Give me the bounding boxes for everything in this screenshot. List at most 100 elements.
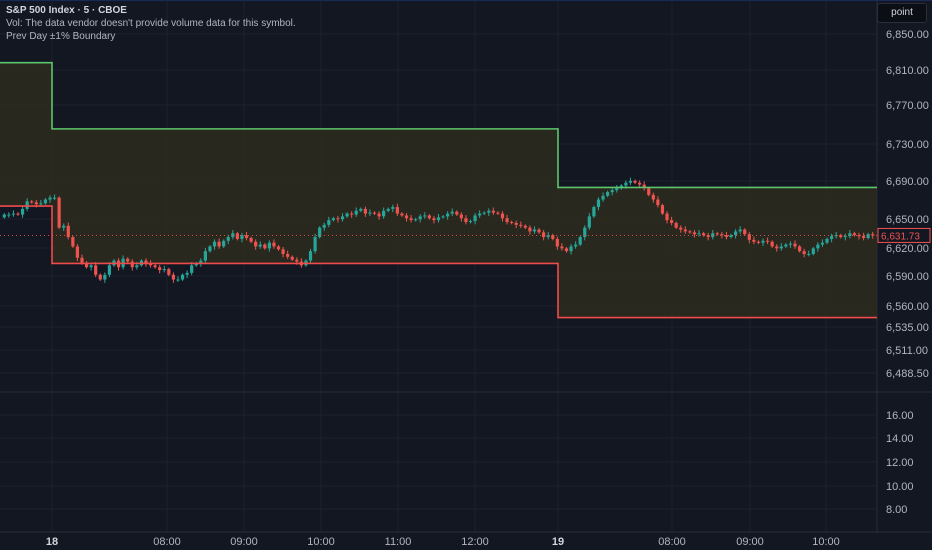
symbol-title[interactable]: S&P 500 Index · 5 · CBOE	[6, 5, 127, 16]
candle-body	[674, 222, 678, 228]
candle-body	[130, 261, 134, 268]
candle-body	[510, 222, 514, 224]
candle-body	[30, 201, 34, 203]
candle-body	[258, 244, 262, 247]
price-axis-label: 6,620.00	[886, 243, 929, 255]
scale-mode-button[interactable]: point	[877, 3, 927, 23]
candle-body	[286, 254, 290, 257]
candle-body	[222, 240, 226, 247]
candle-body	[395, 207, 399, 214]
candle-body	[281, 249, 285, 255]
price-axis-label: 6,810.00	[886, 65, 929, 77]
candle-body	[391, 207, 395, 209]
candle-body	[158, 267, 162, 271]
candle-body	[7, 214, 11, 216]
candle-body	[176, 279, 180, 281]
candle-body	[542, 232, 546, 238]
sub-axis-label: 14.00	[886, 433, 914, 445]
candle-body	[75, 246, 80, 258]
candle-body	[747, 234, 751, 240]
candle-body	[107, 265, 112, 275]
candle-body	[436, 217, 441, 221]
candle-body	[382, 210, 386, 217]
boundary-band-segment	[558, 187, 877, 318]
candle-body	[523, 225, 527, 228]
candle-body	[71, 237, 75, 247]
candle-body	[861, 236, 866, 238]
time-axis-label: 10:00	[307, 536, 335, 548]
candle-body	[857, 235, 861, 237]
candle-body	[217, 241, 221, 247]
candle-body	[162, 269, 166, 271]
candle-body	[372, 212, 377, 214]
candle-body	[244, 235, 249, 238]
candle-body	[624, 182, 628, 186]
candle-body	[208, 246, 212, 252]
time-axis-label: 08:00	[153, 536, 181, 548]
candle-body	[843, 236, 847, 238]
candle-body	[628, 180, 633, 183]
candle-body	[688, 231, 692, 233]
candle-body	[743, 229, 747, 235]
candle-body	[144, 260, 148, 264]
candle-body	[254, 241, 258, 247]
sub-axis-label: 8.00	[886, 504, 907, 516]
candle-body	[235, 233, 239, 239]
candle-body	[267, 242, 271, 249]
candle-body	[546, 235, 550, 238]
boundary-band	[0, 62, 877, 318]
candle-body	[386, 208, 390, 211]
candle-body	[432, 218, 436, 221]
candle-body	[697, 233, 701, 235]
candle-body	[414, 219, 418, 221]
candle-body	[761, 240, 765, 243]
candle-body	[638, 182, 642, 185]
time-axis-label: 12:00	[461, 536, 489, 548]
candle-body	[706, 235, 710, 238]
candle-body	[322, 224, 326, 228]
candle-body	[816, 244, 820, 249]
boundary-band-segment	[52, 128, 558, 264]
candle-body	[66, 225, 70, 238]
candle-body	[25, 201, 29, 209]
candle-body	[16, 213, 20, 215]
candle-body	[171, 274, 176, 280]
candle-body	[724, 235, 729, 238]
sub-axis-label: 16.00	[886, 410, 914, 422]
candle-body	[729, 235, 733, 238]
candle-body	[660, 205, 665, 214]
top-border	[0, 0, 932, 1]
candle-body	[500, 213, 505, 219]
candle-body	[48, 197, 52, 200]
candle-body	[327, 220, 331, 225]
candle-body	[871, 234, 875, 236]
indicator-label[interactable]: Prev Day ±1% Boundary	[6, 31, 116, 42]
candle-body	[797, 246, 802, 252]
candle-body	[368, 212, 372, 214]
candle-body	[601, 195, 605, 200]
candle-body	[459, 214, 463, 219]
candle-body	[272, 242, 276, 247]
candle-body	[779, 246, 783, 249]
candle-body	[340, 216, 345, 220]
price-axis-label: 6,770.00	[886, 100, 929, 112]
time-axis-label: 08:00	[658, 536, 686, 548]
candle-body	[788, 243, 793, 245]
candle-body	[20, 208, 25, 215]
chart-legend: S&P 500 Index · 5 · CBOE Vol: The data v…	[6, 4, 296, 43]
candle-body	[829, 236, 834, 239]
candle-body	[427, 215, 431, 219]
candle-body	[802, 251, 806, 255]
candle-body	[478, 213, 482, 216]
boundary-lines	[0, 61, 877, 319]
candle-body	[336, 218, 340, 220]
candle-body	[487, 210, 491, 213]
axes: 6,850.00 6,810.00 6,770.00 6,730.00 6,690.00…	[46, 29, 931, 548]
candle-body	[505, 218, 509, 223]
candle-body	[564, 248, 569, 252]
price-axis-label: 6,535.00	[886, 322, 929, 334]
candle-body	[606, 192, 610, 196]
candle-body	[775, 246, 779, 249]
